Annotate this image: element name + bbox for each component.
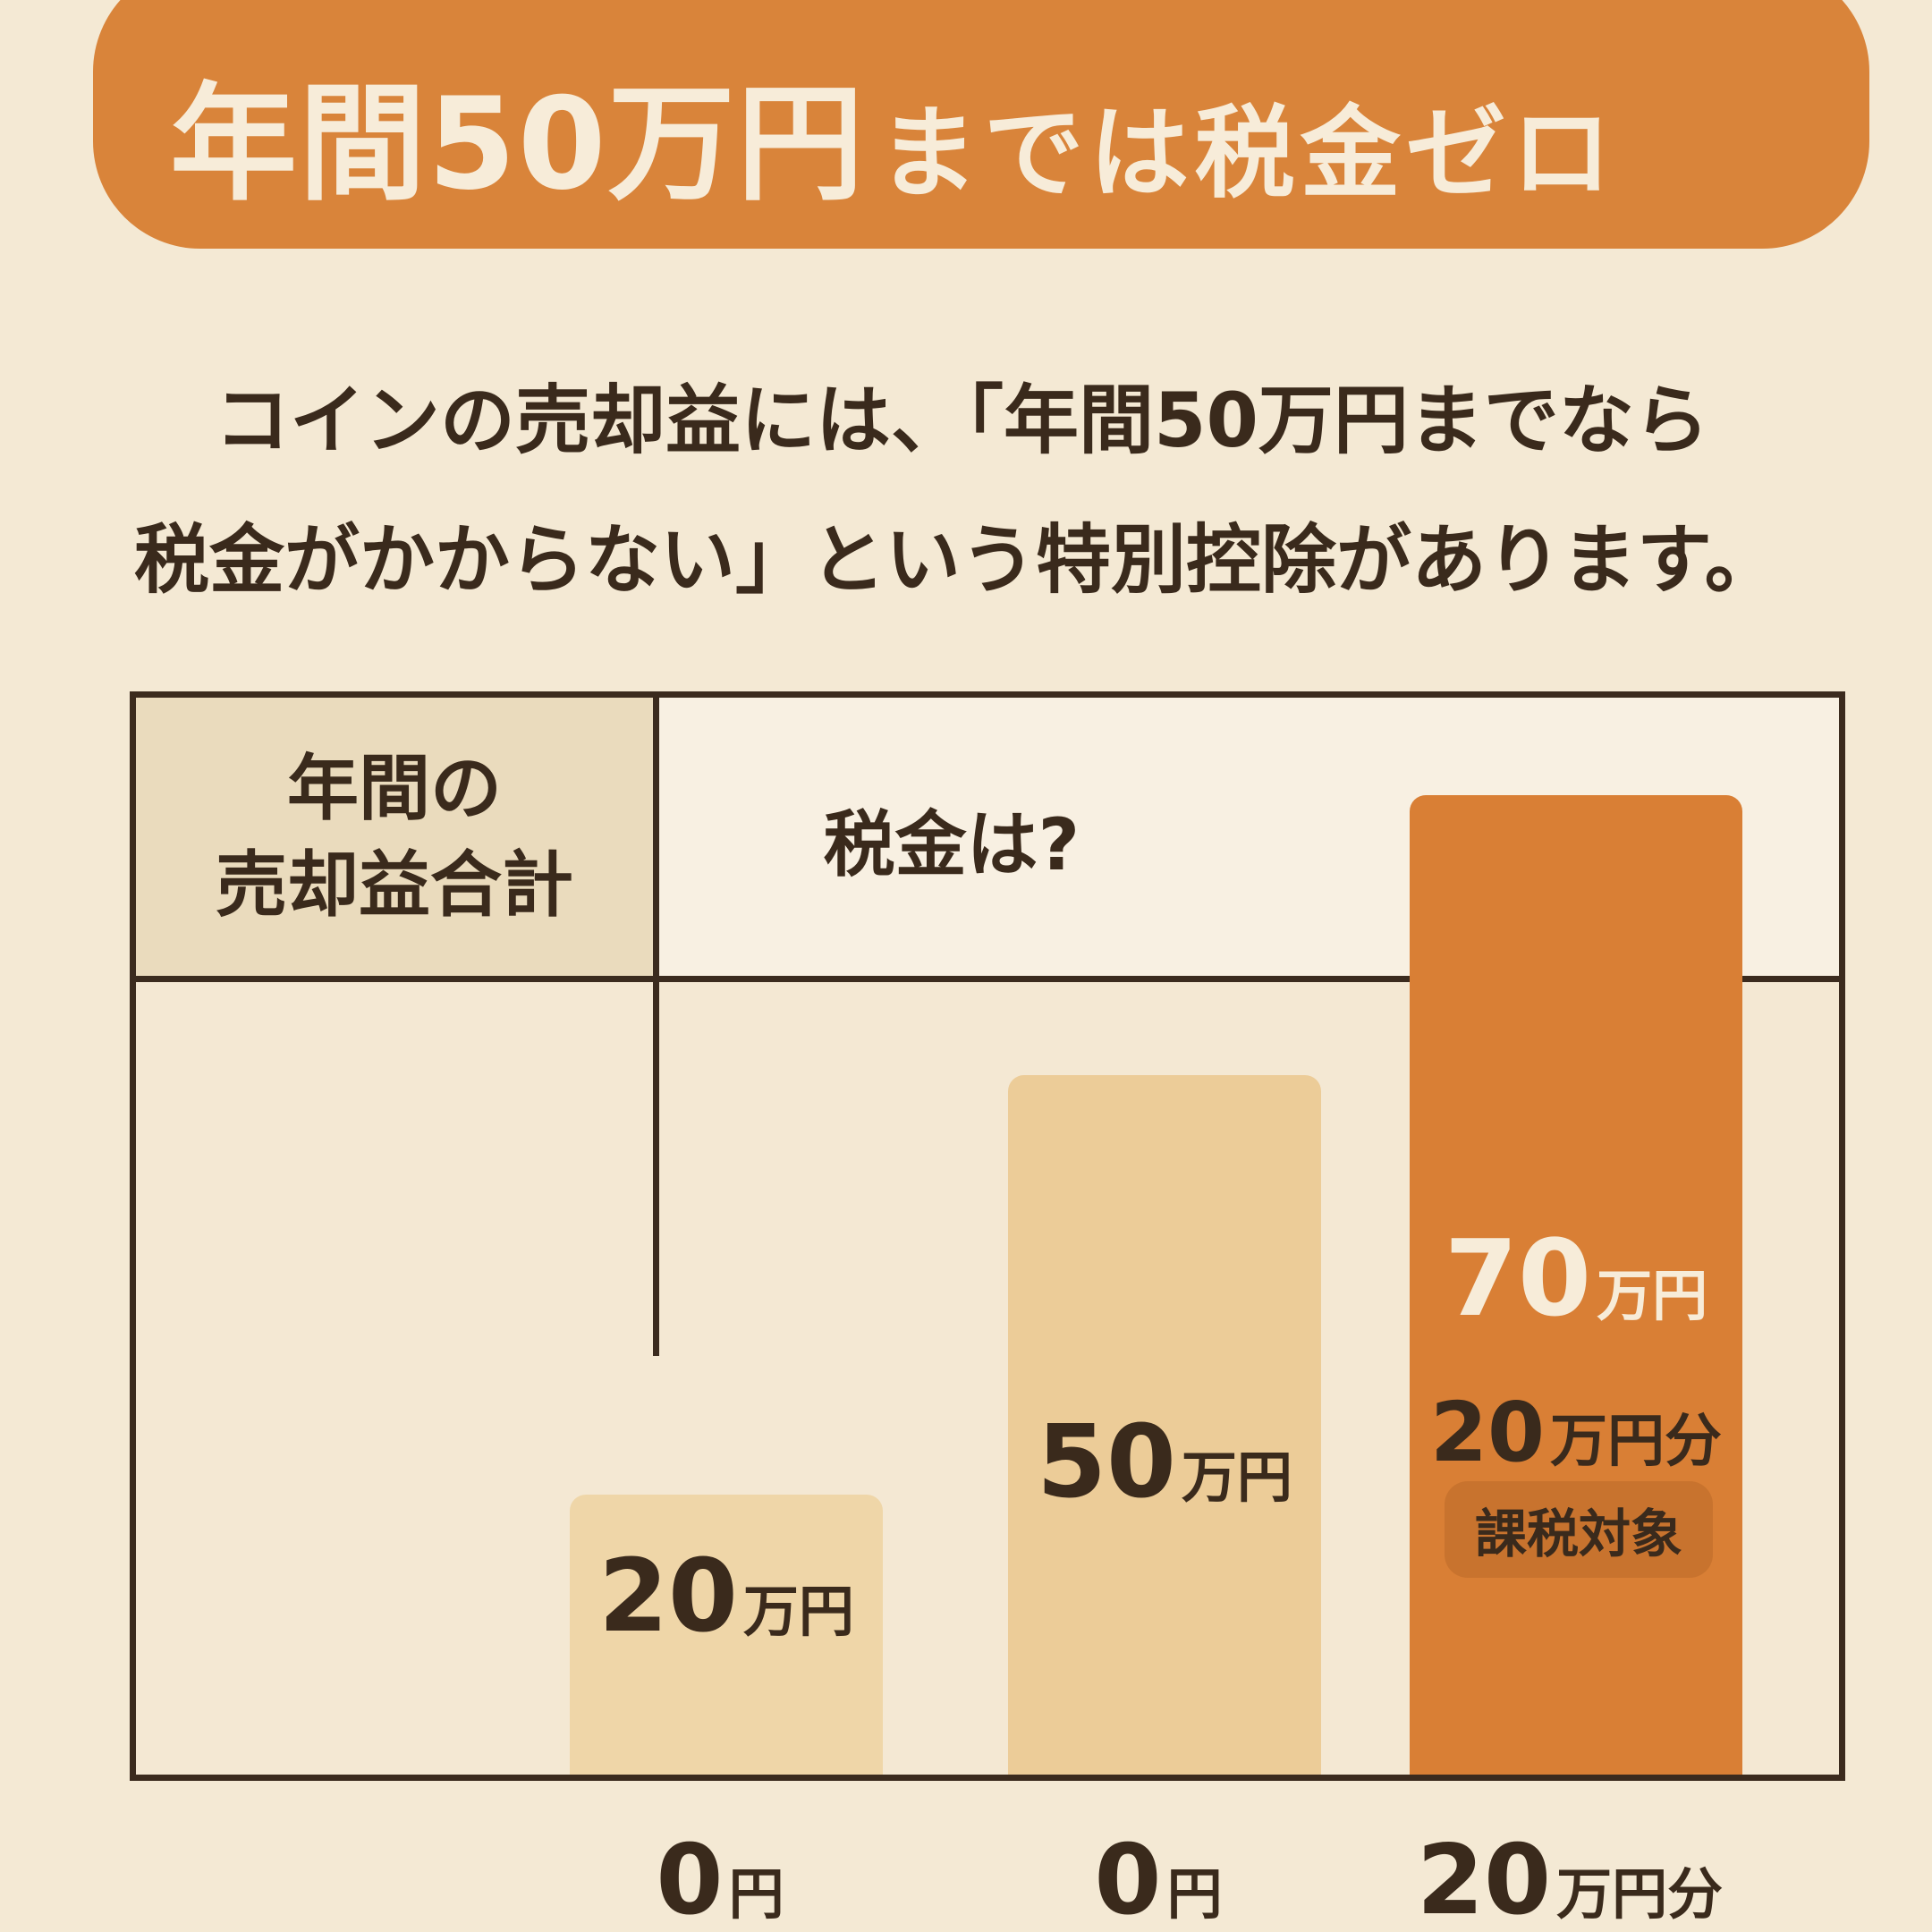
tax-value-unit: 円 (728, 1861, 784, 1927)
tax-value-50man: 0 円 (1002, 1825, 1315, 1932)
taxable-amount-label: 20 万円分 (1410, 1385, 1742, 1480)
title-banner (93, 0, 1869, 249)
tax-question-label: 税金は? (823, 803, 1080, 886)
tax-value-unit: 円 (1166, 1861, 1223, 1927)
intro-line-2: 税金がかからない」という特別控除があります。 (134, 516, 1780, 604)
bar-label-unit: 万円 (742, 1579, 854, 1644)
bar-label-20man: 20 万円 (570, 1538, 883, 1655)
intro-line-1: コインの売却益には、「年間50万円までなら (215, 377, 1709, 464)
bar-20man (570, 1495, 883, 1775)
taxable-badge: 課税対象 (1445, 1481, 1713, 1578)
header-divider (136, 976, 1839, 982)
tax-value-70man: 20 万円分 (1403, 1825, 1736, 1932)
tax-value-num: 20 (1416, 1825, 1552, 1932)
tax-value-num: 0 (1094, 1825, 1162, 1932)
bar-50man (1008, 1074, 1321, 1775)
title-rest: までは税金ゼロ (877, 96, 1617, 212)
bar-70man (1410, 794, 1742, 1775)
column-divider (653, 698, 659, 1356)
bar-label-num: 70 (1444, 1216, 1592, 1340)
bar-label-50man: 50 万円 (1008, 1404, 1321, 1521)
tax-value-20man: 0 円 (564, 1825, 877, 1932)
page-title: 年間50万円 までは税金ゼロ (170, 40, 1617, 218)
bar-label-70man: 70 万円 (1410, 1216, 1742, 1340)
taxable-amount-num: 20 (1429, 1385, 1546, 1480)
chart-frame: 年間の 売却益合計 税金は? 20 万円 50 万円 70 万円 20 万円分 … (130, 691, 1845, 1781)
tax-value-unit: 万円分 (1556, 1861, 1724, 1927)
bar-label-unit: 万円 (1597, 1263, 1708, 1328)
header-cell-line-2: 売却益合計 (216, 843, 573, 927)
header-cell-sales-total: 年間の 売却益合計 (136, 698, 653, 976)
bar-label-num: 50 (1037, 1404, 1176, 1521)
tax-value-num: 0 (656, 1825, 724, 1932)
title-main: 年間50万円 (170, 71, 866, 218)
intro-paragraph: コインの売却益には、「年間50万円までなら 税金がかからない」という特別控除があ… (134, 351, 1887, 630)
bar-label-num: 20 (598, 1538, 738, 1655)
bar-label-unit: 万円 (1181, 1445, 1292, 1510)
header-cell-line-1: 年間の (287, 746, 502, 830)
taxable-amount-unit: 万円分 (1550, 1409, 1723, 1475)
